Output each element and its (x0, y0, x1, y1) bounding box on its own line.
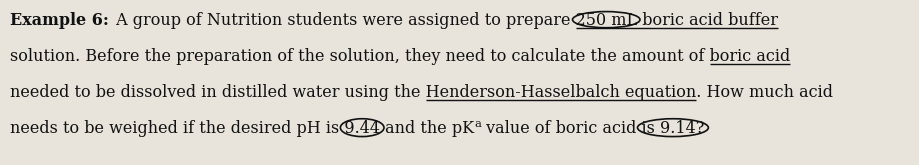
Text: 250 mL: 250 mL (575, 12, 636, 29)
Text: A group of Nutrition students were assigned to prepare: A group of Nutrition students were assig… (111, 12, 575, 29)
Text: is 9.14?: is 9.14? (641, 120, 704, 137)
Text: solution. Before the preparation of the solution, they need to calculate the amo: solution. Before the preparation of the … (10, 48, 789, 65)
Text: needed to be dissolved in distilled water using the: needed to be dissolved in distilled wate… (10, 84, 425, 101)
Text: needs to be weighed if the desired pH is 9.44 and the pK: needs to be weighed if the desired pH is… (10, 120, 473, 137)
Text: needs to be weighed if the desired pH is: needs to be weighed if the desired pH is (10, 120, 344, 137)
Text: Henderson-Hasselbalch equation: Henderson-Hasselbalch equation (425, 84, 696, 101)
Text: 9.44: 9.44 (344, 120, 380, 137)
Text: Example 6:: Example 6: (10, 12, 108, 29)
Text: value of boric acid is 9.14?: value of boric acid is 9.14? (481, 120, 704, 137)
Text: 250 mL boric acid buffer: 250 mL boric acid buffer (575, 12, 777, 29)
Text: value of boric acid: value of boric acid (481, 120, 641, 137)
Text: A group of Nutrition students were assigned to prepare 250 mL boric acid buffer: A group of Nutrition students were assig… (111, 12, 777, 29)
Text: a: a (473, 119, 481, 129)
Text: needed to be dissolved in distilled water using the Henderson-Hasselbalch equati: needed to be dissolved in distilled wate… (10, 84, 832, 101)
Text: boric acid: boric acid (709, 48, 789, 65)
Text: solution. Before the preparation of the solution, they need to calculate the amo: solution. Before the preparation of the … (10, 48, 709, 65)
